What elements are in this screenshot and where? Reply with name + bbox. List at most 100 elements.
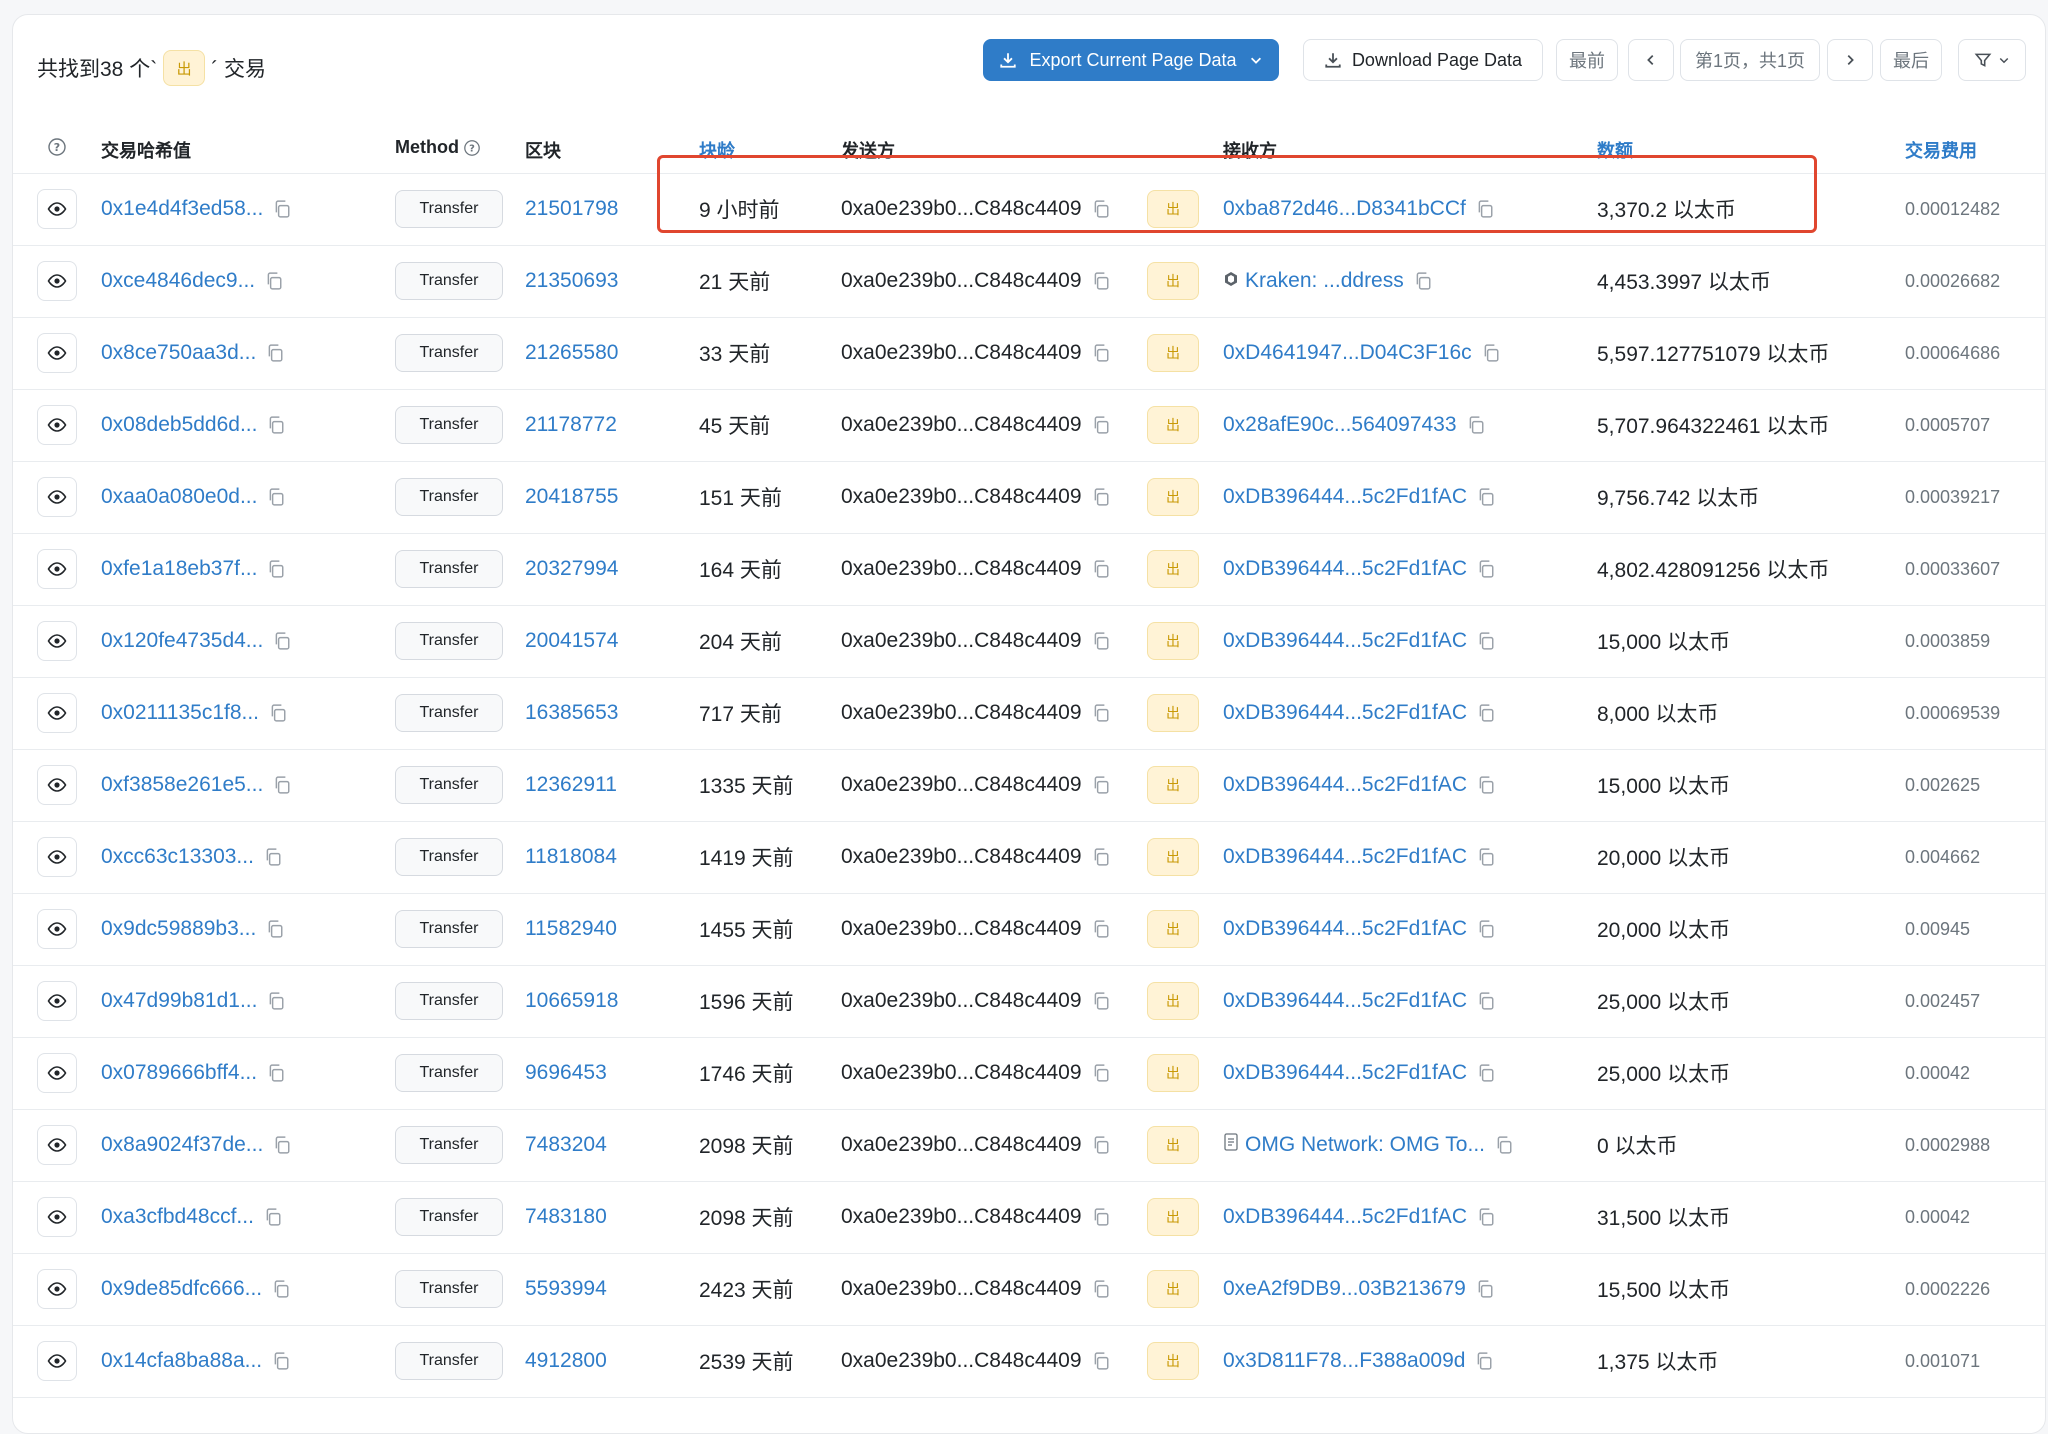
copy-icon[interactable]	[1092, 1280, 1110, 1298]
copy-icon[interactable]	[1092, 560, 1110, 578]
block-link[interactable]: 12362911	[525, 773, 617, 796]
block-link[interactable]: 11818084	[525, 845, 617, 868]
tx-hash-link[interactable]: 0xa3cfbd48ccf...	[101, 1205, 254, 1228]
preview-button[interactable]	[37, 981, 77, 1021]
tx-hash-link[interactable]: 0xcc63c13303...	[101, 845, 254, 868]
tx-hash-link[interactable]: 0x120fe4735d4...	[101, 629, 264, 652]
copy-icon[interactable]	[264, 848, 282, 866]
copy-icon[interactable]	[1477, 560, 1495, 578]
to-address[interactable]: 0x28afE90c...564097433	[1223, 413, 1457, 436]
to-address[interactable]: 0xDB396444...5c2Fd1fAC	[1223, 989, 1467, 1012]
copy-icon[interactable]	[1092, 1352, 1110, 1370]
download-page-data-button[interactable]: Download Page Data	[1303, 39, 1543, 81]
block-link[interactable]: 21178772	[525, 413, 617, 436]
to-address[interactable]: 0xD4641947...D04C3F16c	[1223, 341, 1472, 364]
block-link[interactable]: 10665918	[525, 989, 619, 1012]
to-address-link[interactable]: 0xDB396444...5c2Fd1fAC	[1223, 989, 1467, 1013]
preview-button[interactable]	[37, 909, 77, 949]
copy-icon[interactable]	[266, 920, 284, 938]
copy-icon[interactable]	[264, 1208, 282, 1226]
block-link[interactable]: 5593994	[525, 1277, 607, 1300]
to-address-link[interactable]: OMG Network: OMG To...	[1223, 1133, 1485, 1157]
block-link[interactable]: 21265580	[525, 341, 619, 364]
block-link[interactable]: 21501798	[525, 197, 619, 220]
filter-button[interactable]	[1958, 39, 2026, 81]
tx-hash-link[interactable]: 0xce4846dec9...	[101, 269, 256, 292]
copy-icon[interactable]	[269, 704, 287, 722]
to-address-link[interactable]: 0xDB396444...5c2Fd1fAC	[1223, 557, 1467, 581]
tx-hash-link[interactable]: 0x9dc59889b3...	[101, 917, 257, 940]
to-address-link[interactable]: 0xD4641947...D04C3F16c	[1223, 341, 1472, 365]
copy-icon[interactable]	[1477, 1208, 1495, 1226]
to-address[interactable]: 0x3D811F78...F388a009d	[1223, 1349, 1466, 1372]
tx-hash-link[interactable]: 0x14cfa8ba88a...	[101, 1349, 263, 1372]
preview-button[interactable]	[37, 1125, 77, 1165]
preview-button[interactable]	[37, 837, 77, 877]
to-address[interactable]: 0xDB396444...5c2Fd1fAC	[1223, 917, 1467, 940]
copy-icon[interactable]	[267, 992, 285, 1010]
to-address-link[interactable]: 0xDB396444...5c2Fd1fAC	[1223, 845, 1467, 869]
tx-hash-link[interactable]: 0x8a9024f37de...	[101, 1133, 264, 1156]
to-address[interactable]: Kraken: ...ddress	[1245, 269, 1404, 292]
copy-icon[interactable]	[1092, 632, 1110, 650]
to-address[interactable]: 0xDB396444...5c2Fd1fAC	[1223, 1205, 1467, 1228]
prev-page-button[interactable]	[1628, 39, 1674, 81]
copy-icon[interactable]	[1092, 704, 1110, 722]
block-link[interactable]: 11582940	[525, 917, 617, 940]
to-address[interactable]: 0xDB396444...5c2Fd1fAC	[1223, 629, 1467, 652]
to-address-link[interactable]: 0x3D811F78...F388a009d	[1223, 1349, 1465, 1373]
to-address[interactable]: 0xDB396444...5c2Fd1fAC	[1223, 701, 1467, 724]
copy-icon[interactable]	[273, 200, 291, 218]
copy-icon[interactable]	[273, 632, 291, 650]
preview-button[interactable]	[37, 333, 77, 373]
copy-icon[interactable]	[1092, 920, 1110, 938]
copy-icon[interactable]	[267, 488, 285, 506]
tx-hash-link[interactable]: 0xaa0a080e0d...	[101, 485, 258, 508]
to-address-link[interactable]: 0xDB396444...5c2Fd1fAC	[1223, 629, 1467, 653]
copy-icon[interactable]	[1092, 200, 1110, 218]
help-icon[interactable]: ?	[47, 137, 67, 157]
copy-icon[interactable]	[1495, 1136, 1513, 1154]
copy-icon[interactable]	[273, 1136, 291, 1154]
tx-hash-link[interactable]: 0x47d99b81d1...	[101, 989, 258, 1012]
to-address[interactable]: 0xDB396444...5c2Fd1fAC	[1223, 1061, 1467, 1084]
next-page-button[interactable]	[1827, 39, 1873, 81]
copy-icon[interactable]	[1477, 920, 1495, 938]
preview-button[interactable]	[37, 189, 77, 229]
copy-icon[interactable]	[267, 416, 285, 434]
copy-icon[interactable]	[1482, 344, 1500, 362]
to-address-link[interactable]: 0xDB396444...5c2Fd1fAC	[1223, 1061, 1467, 1085]
preview-button[interactable]	[37, 1053, 77, 1093]
to-address[interactable]: 0xDB396444...5c2Fd1fAC	[1223, 557, 1467, 580]
copy-icon[interactable]	[1477, 992, 1495, 1010]
block-link[interactable]: 9696453	[525, 1061, 607, 1084]
help-icon[interactable]: ?	[463, 139, 481, 157]
copy-icon[interactable]	[1477, 1064, 1495, 1082]
tx-hash-link[interactable]: 0x0211135c1f8...	[101, 701, 260, 724]
copy-icon[interactable]	[1092, 1064, 1110, 1082]
copy-icon[interactable]	[1092, 776, 1110, 794]
preview-button[interactable]	[37, 765, 77, 805]
copy-icon[interactable]	[1477, 632, 1495, 650]
copy-icon[interactable]	[267, 560, 285, 578]
copy-icon[interactable]	[1092, 344, 1110, 362]
preview-button[interactable]	[37, 1197, 77, 1237]
preview-button[interactable]	[37, 621, 77, 661]
col-amount[interactable]: 数额	[1597, 141, 1633, 161]
copy-icon[interactable]	[1467, 416, 1485, 434]
col-fee[interactable]: 交易费用	[1905, 141, 1977, 161]
block-link[interactable]: 7483180	[525, 1205, 607, 1228]
to-address[interactable]: 0xeA2f9DB9...03B213679	[1223, 1277, 1466, 1300]
preview-button[interactable]	[37, 261, 77, 301]
block-link[interactable]: 20327994	[525, 557, 619, 580]
copy-icon[interactable]	[1092, 272, 1110, 290]
to-address-link[interactable]: 0xba872d46...D8341bCCf	[1223, 197, 1466, 221]
to-address-link[interactable]: 0x28afE90c...564097433	[1223, 413, 1457, 437]
copy-icon[interactable]	[266, 344, 284, 362]
copy-icon[interactable]	[1092, 416, 1110, 434]
copy-icon[interactable]	[1092, 992, 1110, 1010]
copy-icon[interactable]	[272, 1352, 290, 1370]
tx-hash-link[interactable]: 0x8ce750aa3d...	[101, 341, 257, 364]
to-address-link[interactable]: 0xDB396444...5c2Fd1fAC	[1223, 701, 1467, 725]
preview-button[interactable]	[37, 1269, 77, 1309]
